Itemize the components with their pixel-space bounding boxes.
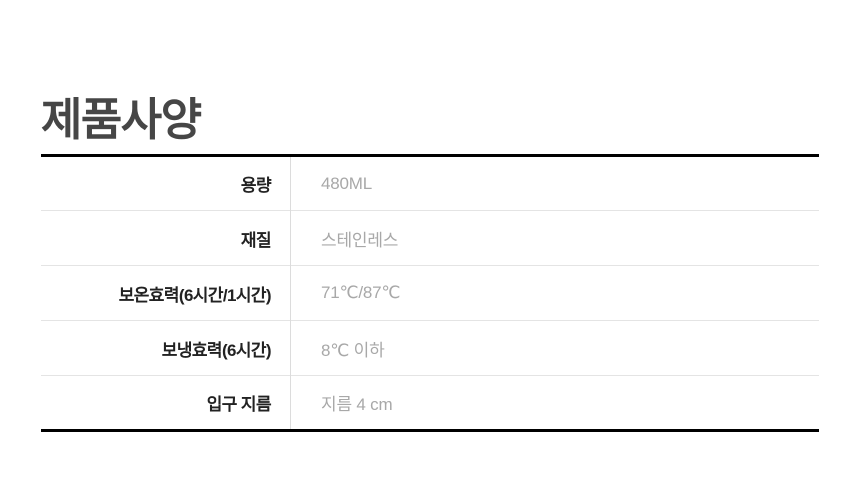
spec-label-cold-retention: 보냉효력(6시간) <box>41 320 291 376</box>
table-row: 보온효력(6시간/1시간) 71℃/87℃ <box>41 265 819 321</box>
spec-value-material: 스테인레스 <box>290 210 819 266</box>
table-row: 입구 지름 지름 4 cm <box>41 375 819 431</box>
spec-label-material: 재질 <box>41 210 291 266</box>
spec-value-mouth-diameter: 지름 4 cm <box>290 375 819 431</box>
spec-label-heat-retention: 보온효력(6시간/1시간) <box>41 265 291 321</box>
spec-label-capacity: 용량 <box>41 155 291 211</box>
table-row: 보냉효력(6시간) 8℃ 이하 <box>41 320 819 376</box>
spec-value-capacity: 480ML <box>321 173 372 193</box>
spec-table-body: 용량 480ML 재질 스테인레스 보온효력(6시간/1시간) 71℃/87℃ … <box>41 155 819 431</box>
spec-label-mouth-diameter: 입구 지름 <box>41 375 291 431</box>
spec-value-heat-retention: 71℃/87℃ <box>290 265 819 321</box>
table-row: 용량 480ML <box>41 155 819 211</box>
product-spec-table: 용량 480ML 재질 스테인레스 보온효력(6시간/1시간) 71℃/87℃ … <box>41 154 819 432</box>
spec-value-cold-retention: 8℃ 이하 <box>290 320 819 376</box>
page-title: 제품사양 <box>41 94 202 146</box>
table-row: 재질 스테인레스 <box>41 210 819 266</box>
